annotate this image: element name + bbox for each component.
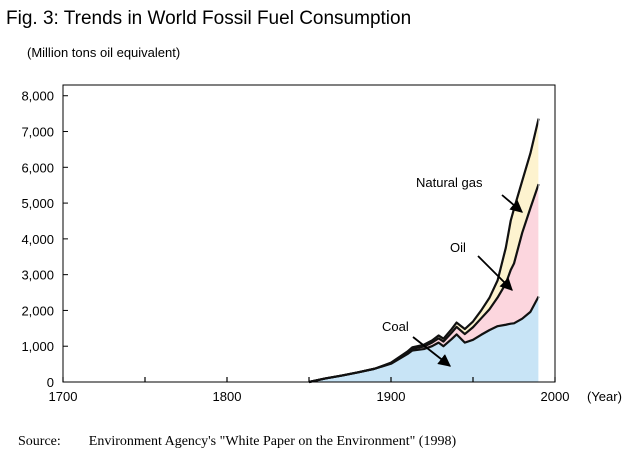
y-tick-label: 6,000 — [21, 160, 54, 175]
x-tick-label: 1700 — [49, 389, 78, 404]
source-note: Source: Environment Agency's "White Paper… — [18, 434, 456, 450]
y-tick-label: 2,000 — [21, 303, 54, 318]
x-tick-label: 2000 — [541, 389, 570, 404]
annotation-natural-gas: Natural gas — [416, 175, 483, 190]
annotation-arrow-coal — [412, 336, 451, 367]
annotation-oil: Oil — [450, 240, 466, 255]
y-tick-label: 8,000 — [21, 89, 54, 104]
annotation-arrow-natural-gas — [501, 194, 523, 213]
annotation-coal: Coal — [382, 319, 409, 334]
y-tick-label: 3,000 — [21, 268, 54, 283]
line-natural-gas — [308, 118, 540, 384]
source-text: Environment Agency's "White Paper on the… — [88, 434, 457, 449]
x-axis: 1700 1800 1900 2000 — [49, 377, 570, 404]
area-oil — [309, 184, 539, 382]
area-natural-gas — [309, 118, 539, 383]
source-label: Source: — [18, 434, 61, 449]
area-coal — [309, 296, 539, 382]
y-axis-unit-label: (Million tons oil equivalent) — [27, 45, 181, 60]
y-tick-label: 1,000 — [21, 339, 54, 354]
x-axis-unit-label: (Year) — [587, 389, 622, 404]
y-tick-label: 0 — [47, 375, 54, 390]
y-tick-label: 5,000 — [21, 196, 54, 211]
y-tick-label: 4,000 — [21, 232, 54, 247]
boundary-lines — [308, 118, 540, 384]
annotation-arrow-oil — [477, 255, 513, 291]
y-tick-label: 7,000 — [21, 125, 54, 140]
annotation-layer: Natural gas Oil Coal — [382, 175, 523, 367]
area-layer — [309, 118, 539, 383]
y-axis: 0 1,000 2,000 3,000 4,000 5,000 6,000 7,000 8,00… — [21, 89, 68, 390]
x-tick-label: 1900 — [377, 389, 406, 404]
x-tick-label: 1800 — [213, 389, 242, 404]
chart-title: Fig. 3: Trends in World Fossil Fuel Cons… — [6, 8, 412, 29]
